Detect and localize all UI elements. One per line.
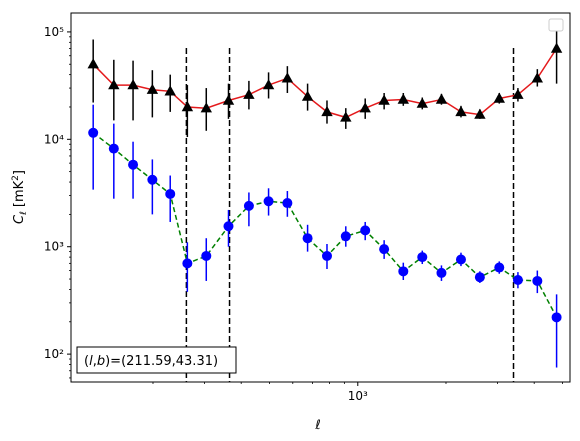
- triangle-marker: [87, 58, 99, 69]
- circle-marker: [494, 262, 505, 273]
- triangle-marker: [164, 85, 176, 96]
- circle-marker: [436, 267, 447, 278]
- circle-marker: [302, 233, 313, 244]
- triangle-marker: [243, 88, 255, 99]
- circle-marker: [379, 244, 390, 255]
- triangle-marker: [181, 101, 194, 112]
- circle-marker: [263, 196, 274, 207]
- y-axis-label: Cℓ [mK2]: [11, 170, 29, 224]
- triangle-marker: [200, 102, 212, 113]
- circle-marker: [165, 188, 176, 199]
- triangle-marker: [378, 94, 390, 105]
- triangle-marker: [455, 105, 467, 117]
- legend-box: [548, 18, 564, 32]
- circle-marker: [243, 200, 254, 211]
- circle-marker: [340, 231, 351, 242]
- triangle-marker: [512, 88, 524, 99]
- circle-marker: [147, 174, 158, 185]
- y-tick-label: 10³: [44, 240, 64, 254]
- triangle-marker: [301, 90, 314, 101]
- triangle-marker: [550, 42, 563, 53]
- circle-marker: [321, 250, 332, 261]
- x-axis-label: ℓ: [314, 418, 320, 433]
- triangle-marker: [359, 102, 371, 113]
- triangle-marker: [262, 79, 275, 90]
- circle-marker: [201, 250, 212, 261]
- circle-marker: [417, 252, 428, 263]
- circle-marker: [128, 159, 139, 170]
- triangle-marker: [146, 83, 159, 94]
- circle-marker: [512, 274, 523, 285]
- y-tick-label: 10²: [44, 347, 64, 361]
- data-markers: [87, 42, 563, 323]
- plot-background: [71, 13, 570, 382]
- triangle-marker: [531, 72, 543, 83]
- triangle-marker: [321, 105, 333, 117]
- triangle-marker: [416, 97, 428, 108]
- circle-marker: [182, 258, 193, 269]
- triangle-marker: [281, 72, 294, 83]
- plot-frame: [70, 12, 571, 383]
- triangle-marker: [435, 93, 448, 104]
- triangle-marker: [340, 111, 352, 122]
- circle-marker: [88, 127, 99, 138]
- triangle-marker: [397, 93, 409, 104]
- circle-marker: [108, 143, 119, 154]
- triangle-marker: [493, 92, 505, 103]
- triangle-marker: [222, 94, 235, 105]
- circle-marker: [551, 312, 562, 323]
- annotation-value: (211.59,43.31): [121, 354, 218, 369]
- circle-marker: [532, 275, 543, 286]
- axis-ticks: 10² 10³ 10⁴ 10⁵ 10³: [44, 25, 563, 403]
- triangle-marker: [127, 79, 139, 90]
- annotation-text: (l,b)=(211.59,43.31): [84, 354, 218, 369]
- triangle-marker: [474, 108, 486, 119]
- circle-marker: [282, 198, 293, 209]
- annotation-box: (l,b)=(211.59,43.31): [76, 346, 237, 374]
- circle-marker: [360, 225, 371, 236]
- y-tick-label: 10⁵: [44, 25, 64, 39]
- circle-marker: [455, 254, 466, 265]
- triangle-marker: [108, 79, 120, 90]
- circle-marker: [398, 266, 409, 277]
- circle-marker: [223, 221, 234, 232]
- y-tick-label: 10⁴: [44, 132, 64, 146]
- circle-marker: [474, 272, 485, 283]
- x-tick-label: 10³: [348, 389, 368, 403]
